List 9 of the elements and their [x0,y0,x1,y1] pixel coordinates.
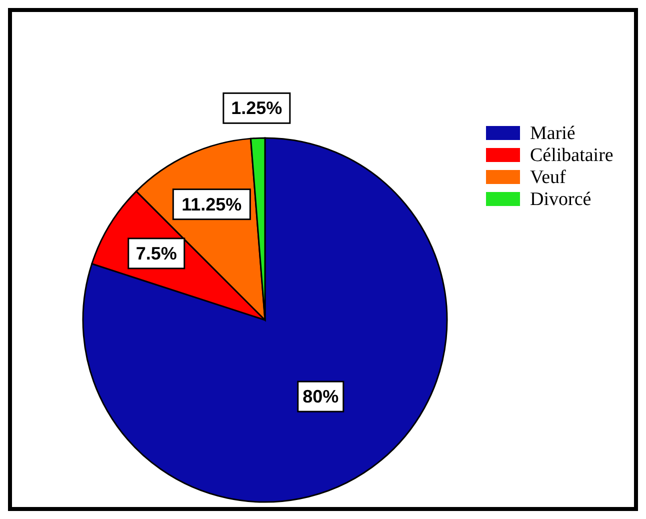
legend-label: Divorcé [530,189,592,210]
pie-slice [82,137,448,503]
data-label: 11.25% [182,194,242,214]
data-label: 80% [302,386,339,407]
legend-label: Célibataire [530,145,614,166]
data-label: 7.5% [136,243,177,264]
legend-label: Veuf [530,167,567,188]
data-label: 1.25% [231,98,282,118]
legend-label: Marié [530,123,576,144]
